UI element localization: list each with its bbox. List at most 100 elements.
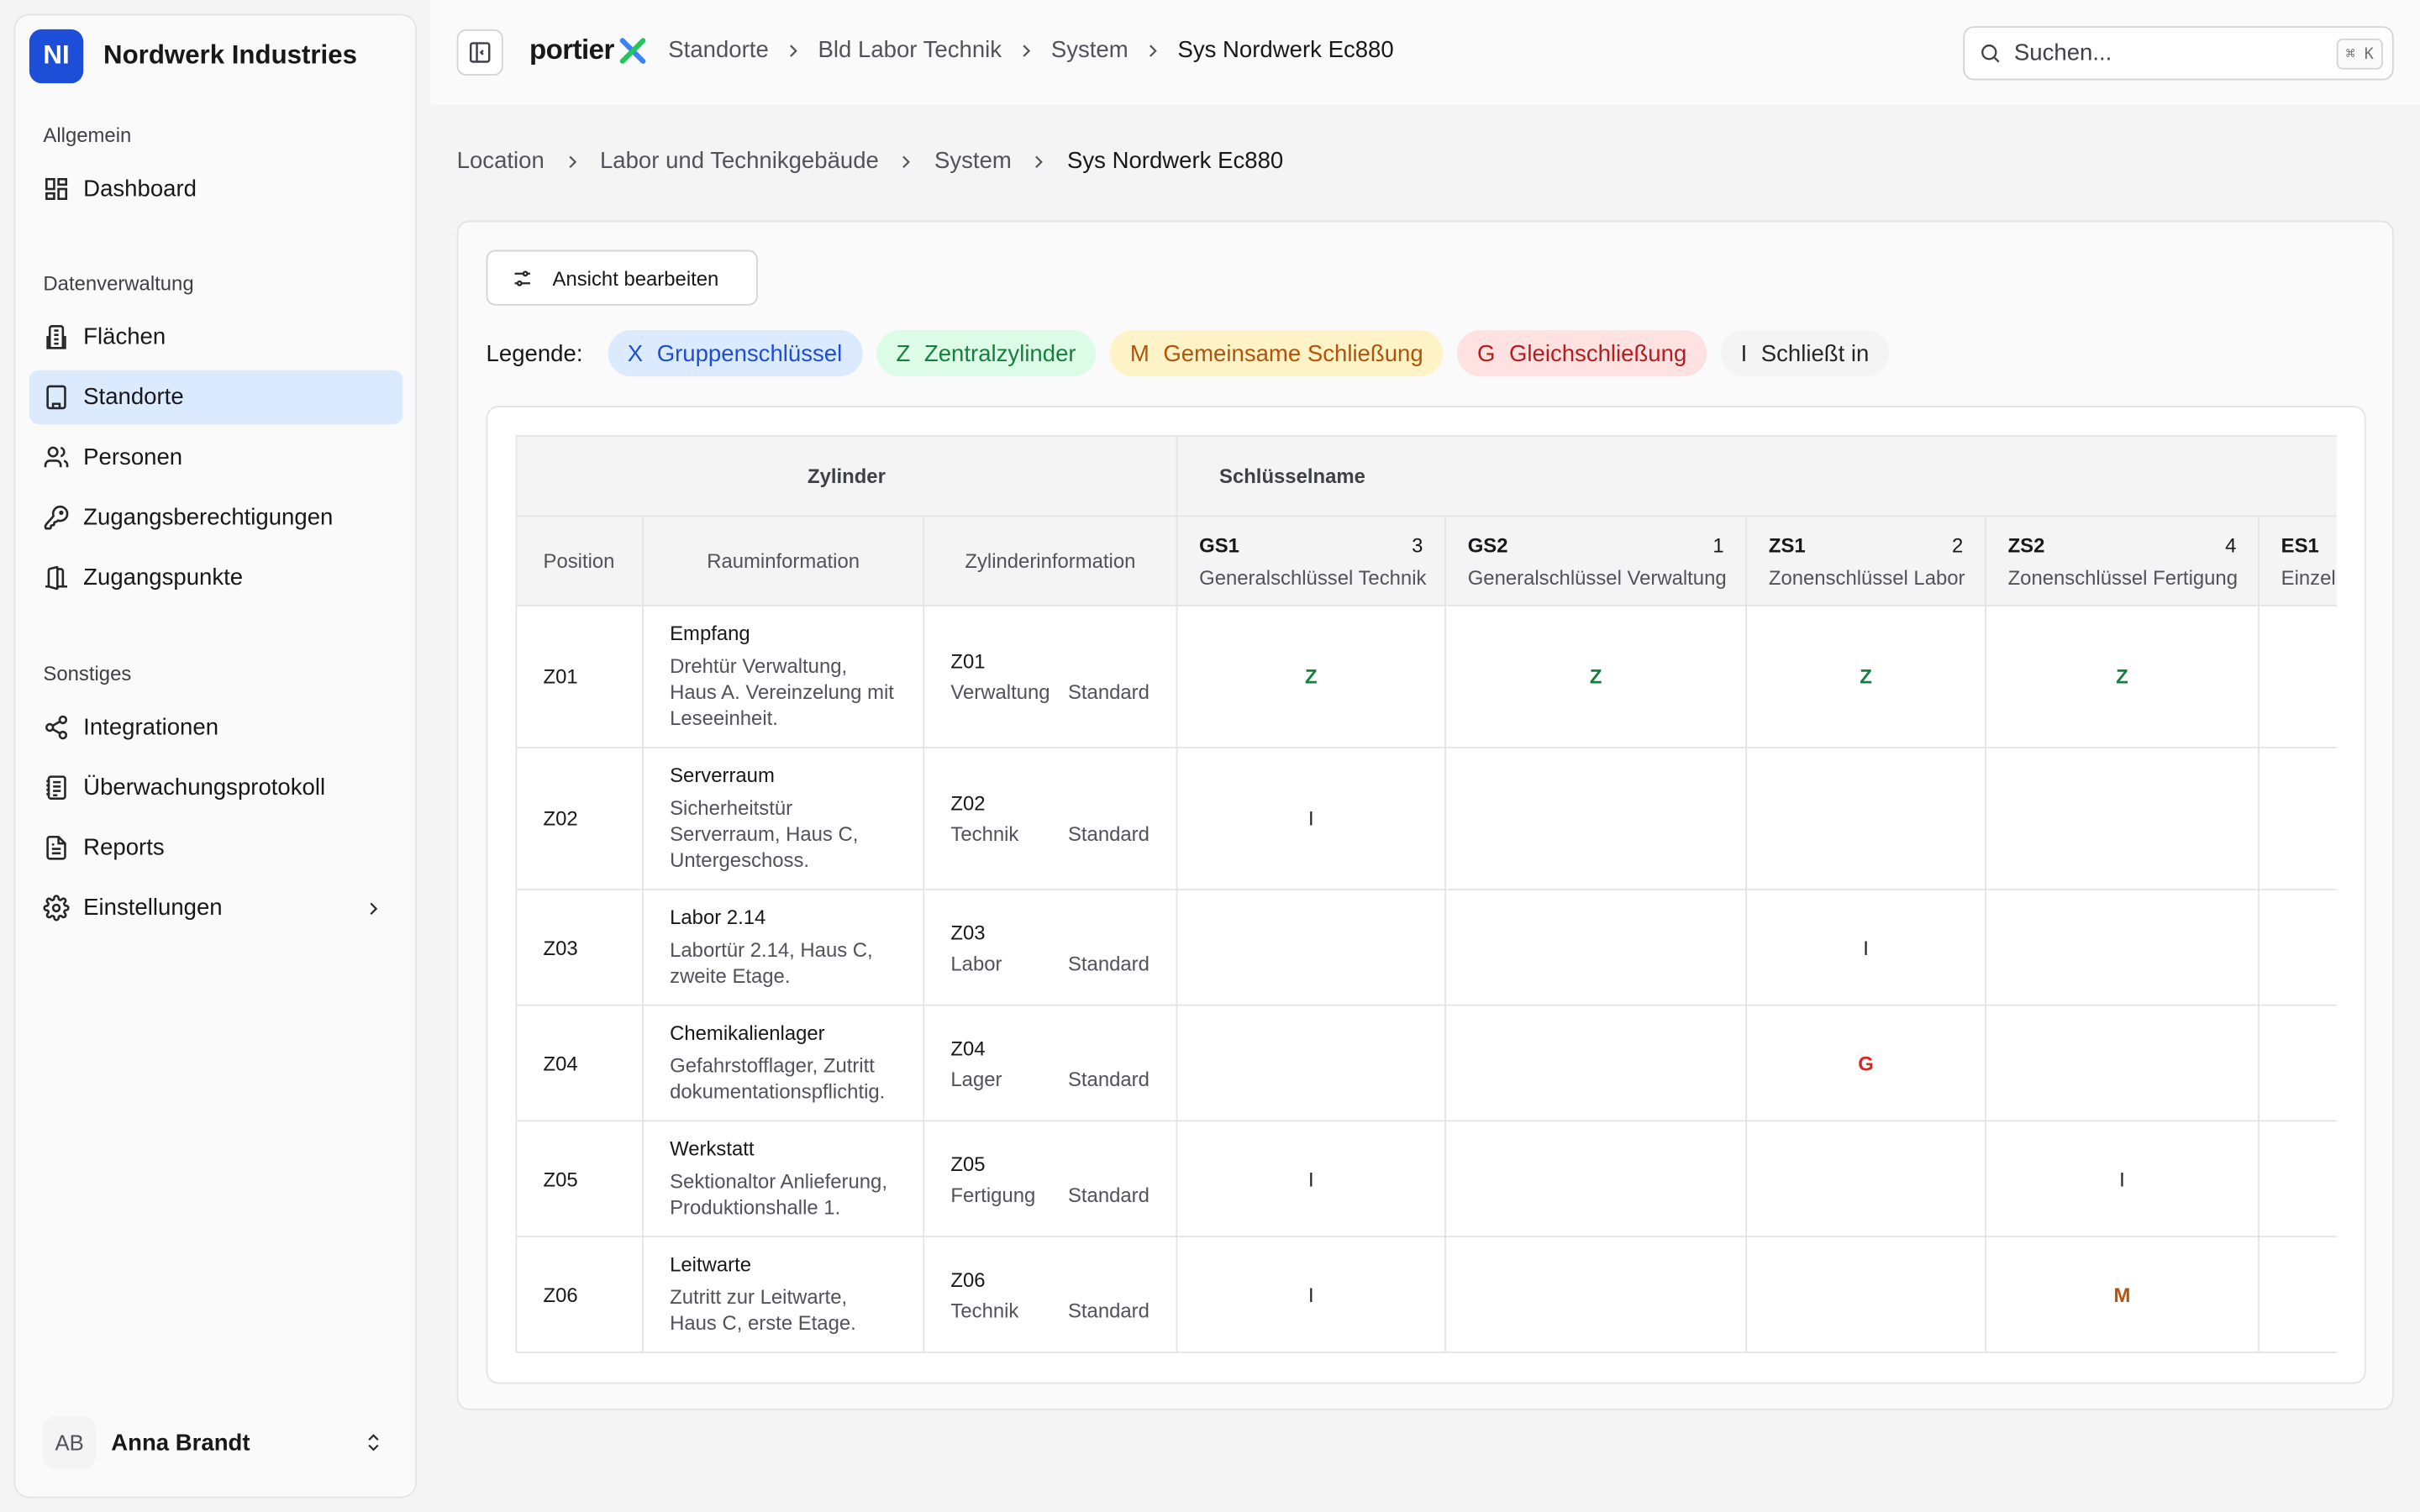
column-header-cylinder[interactable]: Zylinderinformation	[923, 515, 1178, 606]
sidebar-item-flaechen[interactable]: Flächen	[29, 310, 402, 364]
key-mark-cell[interactable]	[2258, 1120, 2337, 1238]
top-breadcrumb-item[interactable]: System	[1050, 37, 1128, 64]
table-row[interactable]: Z06 Leitwarte Zutritt zur Leitwarte, Hau…	[515, 1236, 2337, 1353]
cylinder-info-cell: Z04 Lager Standard	[923, 1004, 1178, 1122]
key-mark-cell[interactable]	[1444, 888, 1748, 1006]
chevron-right-icon	[370, 901, 378, 915]
sidebar-item-dashboard[interactable]: Dashboard	[29, 162, 402, 216]
building-icon	[46, 325, 66, 349]
key-mark-cell[interactable]: I	[1176, 746, 1447, 890]
legend-symbol: X	[627, 339, 644, 367]
cylinder-info-cell: Z01 Verwaltung Standard	[923, 604, 1178, 748]
table-row[interactable]: Z01 Empfang Drehtür Verwaltung, Haus A. …	[515, 604, 2337, 748]
key-name: Zonenschlüssel Fertigung	[2007, 565, 2238, 589]
key-mark-cell[interactable]	[1985, 888, 2260, 1006]
key-mark-cell[interactable]: Z	[1745, 604, 1986, 748]
cylinder-id: Z06	[950, 1267, 986, 1291]
key-mark-cell[interactable]: G	[1745, 1004, 1986, 1122]
log-icon	[46, 775, 66, 800]
group-header-cylinder: Zylinder	[515, 434, 1178, 517]
key-mark-cell[interactable]: Z	[1985, 604, 2260, 748]
sidebar-item-personen[interactable]: Personen	[29, 430, 402, 484]
breadcrumb-item[interactable]: System	[934, 148, 1012, 175]
cylinder-area: Technik	[950, 1298, 1019, 1322]
legend-chip-gleichschliessung: G Gleichschließung	[1457, 330, 1707, 377]
table-row[interactable]: Z02 Serverraum Sicherheitstür Serverraum…	[515, 746, 2337, 890]
search-icon	[1981, 45, 2000, 63]
sidebar-item-einstellungen[interactable]: Einstellungen	[29, 881, 402, 935]
key-mark-cell[interactable]: I	[1745, 888, 1986, 1006]
key-mark-cell[interactable]	[2258, 1236, 2337, 1353]
user-name: Anna Brandt	[111, 1429, 250, 1456]
key-code: ZS2	[2007, 533, 2045, 557]
report-icon	[46, 835, 66, 860]
search-box[interactable]: ⌘ K	[1963, 26, 2394, 81]
key-mark-cell[interactable]	[1745, 1236, 1986, 1353]
key-mark-cell[interactable]	[1985, 746, 2260, 890]
edit-view-button[interactable]: Ansicht bearbeiten	[486, 249, 758, 306]
sidebar-item-label: Überwachungsprotokoll	[83, 774, 326, 801]
key-column-header[interactable]: GS2 1 Generalschlüssel Verwaltung	[1444, 515, 1748, 606]
key-mark-cell[interactable]: Z	[1444, 604, 1748, 748]
column-header-room[interactable]: Rauminformation	[642, 515, 925, 606]
sidebar-item-standorte[interactable]: Standorte	[29, 370, 403, 425]
key-column-header[interactable]: ES1 Einzelschlüssel	[2258, 515, 2337, 606]
brand[interactable]: NI Nordwerk Industries	[29, 28, 357, 83]
top-breadcrumb-item[interactable]: Standorte	[668, 37, 769, 64]
sidebar-toggle-button[interactable]	[456, 29, 503, 76]
sidebar-item-zugangsberechtigungen[interactable]: Zugangsberechtigungen	[29, 491, 402, 544]
key-mark-cell[interactable]	[2258, 888, 2337, 1006]
table-row[interactable]: Z04 Chemikalienlager Gefahrstofflager, Z…	[515, 1004, 2337, 1122]
key-mark-cell[interactable]	[2258, 1004, 2337, 1122]
key-column-header[interactable]: GS1 3 Generalschlüssel Technik	[1176, 515, 1447, 606]
key-mark-cell[interactable]	[1444, 1236, 1748, 1353]
cylinder-id: Z04	[950, 1036, 986, 1059]
cylinder-type: Standard	[1067, 951, 1150, 974]
key-mark-cell[interactable]	[1745, 746, 1986, 890]
user-menu[interactable]: AB Anna Brandt	[29, 1404, 402, 1481]
breadcrumb-item[interactable]: Location	[456, 148, 544, 175]
cylinder-info-cell: Z03 Labor Standard	[923, 888, 1178, 1006]
top-breadcrumb-item[interactable]: Bld Labor Technik	[818, 37, 1002, 64]
key-mark-cell[interactable]	[1985, 1004, 2260, 1122]
key-mark-cell[interactable]	[1444, 1120, 1748, 1238]
row-position: Z06	[515, 1236, 644, 1353]
key-column-header[interactable]: ZS1 2 Zonenschlüssel Labor	[1745, 515, 1986, 606]
brand-name: Nordwerk Industries	[103, 39, 357, 70]
key-column-header[interactable]: ZS2 4 Zonenschlüssel Fertigung	[1985, 515, 2260, 606]
key-mark-cell[interactable]	[1176, 888, 1447, 1006]
key-mark-cell[interactable]: I	[1176, 1120, 1447, 1238]
locking-plan-table: Zylinder Schlüsselname Position Rauminfo…	[515, 434, 2337, 1353]
search-input[interactable]	[2013, 39, 2307, 66]
sidebar-item-ueberwachungsprotokoll[interactable]: Überwachungsprotokoll	[29, 760, 402, 814]
key-mark-cell[interactable]: I	[1176, 1236, 1447, 1353]
sidebar-item-label: Einstellungen	[83, 895, 223, 921]
sidebar-item-label: Zugangsberechtigungen	[83, 504, 334, 531]
sidebar-item-zugangspunkte[interactable]: Zugangspunkte	[29, 551, 402, 605]
table-row[interactable]: Z03 Labor 2.14 Labortür 2.14, Haus C, zw…	[515, 888, 2337, 1006]
key-mark-cell[interactable]	[1444, 1004, 1748, 1122]
key-mark-cell[interactable]	[1444, 746, 1748, 890]
app-logo[interactable]: portier	[529, 34, 648, 66]
key-mark-cell[interactable]	[1745, 1120, 1986, 1238]
sidebar-item-reports[interactable]: Reports	[29, 821, 402, 874]
key-code: GS2	[1467, 533, 1508, 557]
sidebar-item-label: Personen	[83, 444, 183, 471]
table-row[interactable]: Z05 Werkstatt Sektionaltor Anlieferung, …	[515, 1120, 2337, 1238]
chevron-right-icon	[568, 155, 576, 168]
sidebar-item-integrationen[interactable]: Integrationen	[29, 701, 402, 754]
key-mark-cell[interactable]: I	[1985, 1120, 2260, 1238]
key-code: ZS1	[1768, 533, 1806, 557]
key-mark-cell[interactable]: M	[1985, 1236, 2260, 1353]
column-header-position[interactable]: Position	[515, 515, 644, 606]
cylinder-type: Standard	[1067, 1182, 1150, 1206]
key-mark-cell[interactable]: Z	[1176, 604, 1447, 748]
legend-text: Zentralzylinder	[923, 339, 1076, 367]
key-mark-cell[interactable]	[2258, 604, 2337, 748]
key-mark-cell[interactable]	[2258, 746, 2337, 890]
app-logo-text: portier	[529, 34, 614, 66]
locking-plan-scroll[interactable]: Zylinder Schlüsselname Position Rauminfo…	[515, 434, 2337, 1355]
cylinder-area: Verwaltung	[950, 680, 1050, 704]
key-mark-cell[interactable]	[1176, 1004, 1447, 1122]
breadcrumb-item[interactable]: Labor und Technikgebäude	[599, 148, 879, 175]
